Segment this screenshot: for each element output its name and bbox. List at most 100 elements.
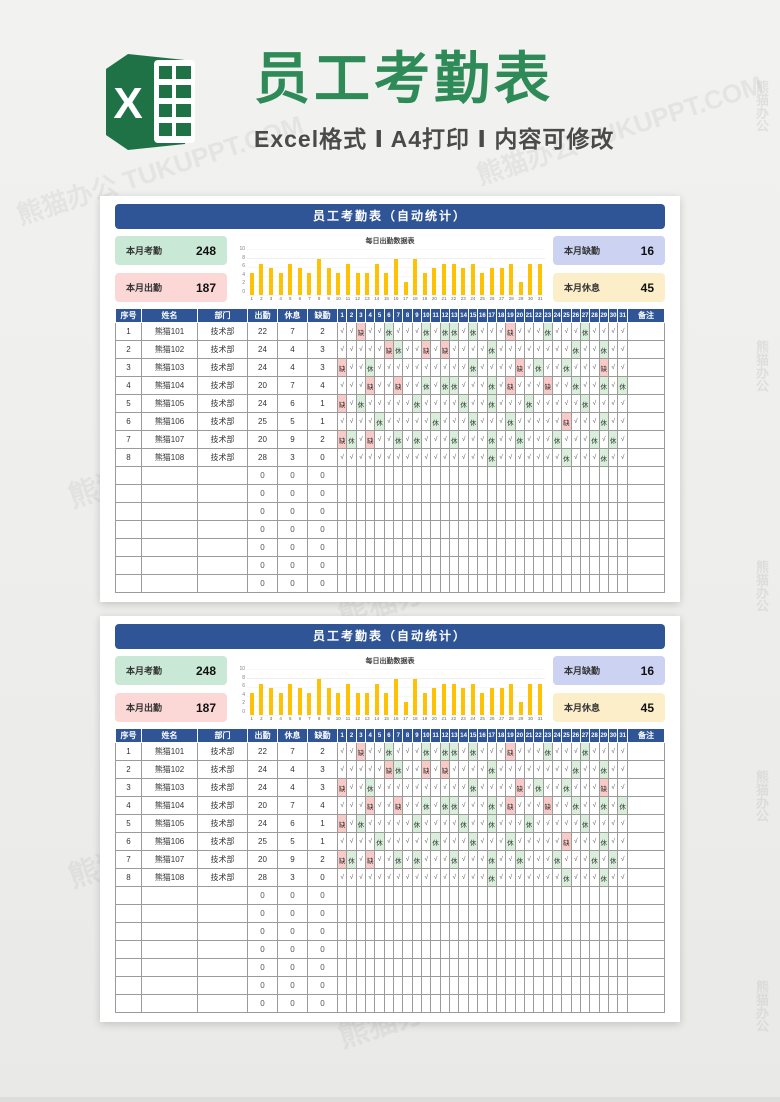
chart-bar xyxy=(307,692,312,715)
chart-bar-slot: 8 xyxy=(314,246,324,302)
serial-cell xyxy=(115,940,142,959)
day-column-header: 21 xyxy=(523,308,535,323)
rest-count-cell: 9 xyxy=(277,430,308,449)
day-mark-cell: √ xyxy=(402,850,413,869)
day-mark-cell: √ xyxy=(458,868,469,887)
day-mark-cell xyxy=(514,904,525,923)
day-mark-cell xyxy=(430,904,441,923)
attend-count-cell: 0 xyxy=(247,502,278,521)
day-mark-cell: √ xyxy=(486,412,497,431)
dept-cell xyxy=(197,994,248,1013)
day-column-header: 15 xyxy=(467,308,479,323)
day-mark-cell xyxy=(393,904,404,923)
day-mark-cell xyxy=(589,538,600,557)
column-header: 序号 xyxy=(115,728,142,743)
day-mark-cell: √ xyxy=(617,742,628,761)
day-mark-cell xyxy=(411,904,423,923)
name-cell: 熊猫106 xyxy=(141,832,198,851)
day-column-header: 24 xyxy=(551,728,563,743)
chart-bar-slot: 16 xyxy=(391,246,401,302)
day-mark-cell xyxy=(355,994,367,1013)
day-mark-cell: √ xyxy=(551,868,563,887)
day-mark-cell: √ xyxy=(402,412,413,431)
chart-bar-slot: 25 xyxy=(478,246,488,302)
day-mark-cell xyxy=(486,502,497,521)
day-mark-cell: √ xyxy=(421,358,432,377)
day-mark-cell xyxy=(449,466,460,485)
day-mark-cell xyxy=(561,538,572,557)
chart-bar xyxy=(528,683,533,715)
x-tick-label: 21 xyxy=(441,296,447,301)
remark-cell xyxy=(627,850,665,869)
day-mark-cell: 缺 xyxy=(336,778,348,797)
day-mark-cell xyxy=(365,886,376,905)
day-column-header: 4 xyxy=(365,728,376,743)
day-mark-cell xyxy=(336,976,348,995)
day-mark-cell xyxy=(617,466,628,485)
day-mark-cell xyxy=(486,466,497,485)
attendance-sheet-preview-2: 员工考勤表（自动统计） 本月考勤 248 本月出勤 187 每日出勤数据表 10 8 6 4 2 0 1… xyxy=(100,616,680,1022)
attend-count-cell: 0 xyxy=(247,466,278,485)
day-mark-cell: 休 xyxy=(598,412,609,431)
serial-cell: 5 xyxy=(115,814,142,833)
day-mark-cell xyxy=(411,520,423,539)
chart-bar-slot: 2 xyxy=(257,246,267,302)
day-mark-cell: √ xyxy=(439,850,451,869)
summary-card: 本月休息 45 xyxy=(553,693,665,722)
day-mark-cell xyxy=(430,994,441,1013)
absent-count-cell: 1 xyxy=(307,814,338,833)
chart-bar-slot: 16 xyxy=(391,666,401,722)
day-mark-cell xyxy=(533,574,544,593)
day-mark-cell: √ xyxy=(589,394,600,413)
day-mark-cell xyxy=(570,466,581,485)
day-mark-cell: √ xyxy=(486,742,497,761)
day-column-header: 19 xyxy=(505,728,516,743)
day-mark-cell xyxy=(449,520,460,539)
chart-bar xyxy=(413,679,418,715)
day-mark-cell xyxy=(336,556,348,575)
serial-cell: 1 xyxy=(115,322,142,341)
day-mark-cell: 缺 xyxy=(336,358,348,377)
day-mark-cell xyxy=(467,886,479,905)
day-mark-cell: √ xyxy=(477,742,488,761)
x-tick-label: 20 xyxy=(431,296,437,301)
day-mark-cell xyxy=(505,574,516,593)
day-mark-cell: √ xyxy=(570,868,581,887)
day-mark-cell: √ xyxy=(551,778,563,797)
x-tick-label: 17 xyxy=(403,716,409,721)
day-mark-cell: √ xyxy=(514,322,525,341)
day-mark-cell xyxy=(551,922,563,941)
day-mark-cell xyxy=(617,520,628,539)
x-tick-label: 9 xyxy=(327,296,330,301)
day-mark-cell: √ xyxy=(505,394,516,413)
day-mark-cell xyxy=(551,886,563,905)
employee-row: 5 熊猫105 技术部 24 6 1 缺 √ 休 √ √ √ √ √ 休 √ √ √ √ 休 √ √ 休 √ √ √ 休 √ √ √ √ √ 休… xyxy=(115,814,665,833)
day-mark-cell xyxy=(402,556,413,575)
day-mark-cell xyxy=(607,466,619,485)
remark-cell xyxy=(627,538,665,557)
summary-card-label: 本月考勤 xyxy=(126,246,163,256)
day-mark-cell: √ xyxy=(430,448,441,467)
day-mark-cell: 缺 xyxy=(336,394,348,413)
remark-cell xyxy=(627,466,665,485)
column-header: 出勤 xyxy=(247,308,278,323)
day-mark-cell: √ xyxy=(523,322,535,341)
day-mark-cell: √ xyxy=(533,412,544,431)
summary-card-value: 248 xyxy=(195,663,216,678)
day-mark-cell: √ xyxy=(336,412,348,431)
dept-cell xyxy=(197,940,248,959)
day-mark-cell: √ xyxy=(505,760,516,779)
day-mark-cell xyxy=(383,538,395,557)
day-mark-cell xyxy=(449,958,460,977)
day-mark-cell xyxy=(617,904,628,923)
day-mark-cell xyxy=(598,520,609,539)
day-mark-cell xyxy=(486,520,497,539)
x-tick-label: 23 xyxy=(460,296,466,301)
day-mark-cell: √ xyxy=(467,340,479,359)
chart-bar-slot: 20 xyxy=(430,246,440,302)
attendance-table: 序号 姓名 部门 出勤 休息 缺勤 1 2 3 4 5 6 7 8 9 10 11 12 13 14 15 16 17 18 1… xyxy=(115,308,665,593)
chart-bar xyxy=(499,268,504,295)
column-header: 部门 xyxy=(197,308,248,323)
day-mark-cell xyxy=(523,574,535,593)
x-tick-label: 24 xyxy=(470,296,476,301)
